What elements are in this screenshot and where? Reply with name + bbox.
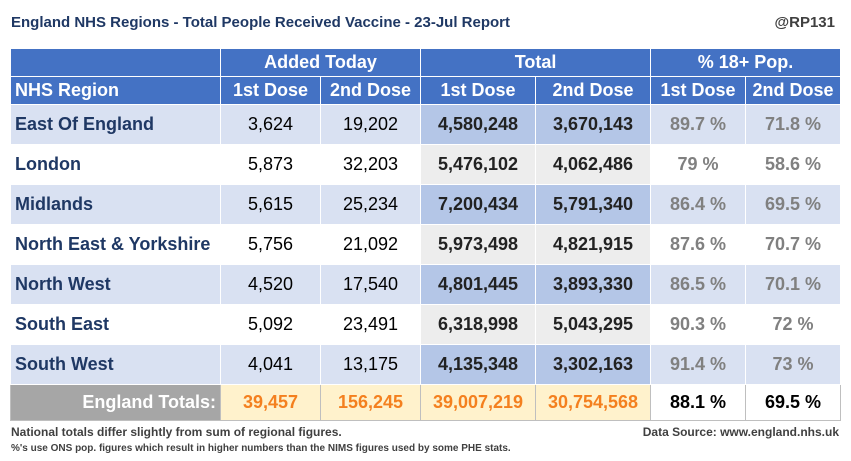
vaccine-table: Added Today Total % 18+ Pop. NHS Region … (10, 48, 842, 421)
region-name: North East & Yorkshire (10, 224, 221, 265)
pct-dose2: 73 % (745, 344, 842, 385)
added-dose2-header: 2nd Dose (319, 76, 422, 105)
pct-dose2: 70.1 % (745, 264, 842, 305)
pct-dose2: 72 % (745, 304, 842, 345)
footnote-ons: %'s use ONS pop. figures which result in… (11, 443, 511, 454)
added-dose1: 3,624 (220, 104, 321, 145)
region-name: North West (10, 264, 221, 305)
totals-added-dose1: 39,457 (220, 384, 321, 421)
totals-pct-dose2: 69.5 % (745, 384, 842, 421)
table-row: North West 4,520 17,540 4,801,445 3,893,… (10, 264, 842, 305)
pct-dose1: 86.5 % (650, 264, 747, 305)
totals-row: England Totals: 39,457 156,245 39,007,21… (10, 384, 842, 421)
pct-dose1: 91.4 % (650, 344, 747, 385)
group-header-row: Added Today Total % 18+ Pop. (10, 48, 842, 77)
total-dose2: 4,821,915 (535, 224, 652, 265)
footnote-totals: National totals differ slightly from sum… (11, 425, 342, 439)
pct-dose2: 71.8 % (745, 104, 842, 145)
pct-dose2-header: 2nd Dose (745, 76, 842, 105)
added-dose1-header: 1st Dose (220, 76, 321, 105)
pct-dose1: 87.6 % (650, 224, 747, 265)
added-dose1: 5,873 (220, 144, 321, 185)
totals-total-dose2: 30,754,568 (535, 384, 652, 421)
total-dose2: 5,043,295 (535, 304, 652, 345)
table-row: East Of England 3,624 19,202 4,580,248 3… (10, 104, 842, 145)
report-title: England NHS Regions - Total People Recei… (11, 14, 511, 31)
pct-pop-header: % 18+ Pop. (650, 48, 842, 77)
added-dose1: 5,615 (220, 184, 321, 225)
added-dose2: 21,092 (319, 224, 422, 265)
total-dose1: 7,200,434 (420, 184, 537, 225)
region-name: South East (10, 304, 221, 345)
totals-pct-dose1: 88.1 % (650, 384, 747, 421)
added-dose2: 19,202 (319, 104, 422, 145)
table-row: South West 4,041 13,175 4,135,348 3,302,… (10, 344, 842, 385)
table-row: Midlands 5,615 25,234 7,200,434 5,791,34… (10, 184, 842, 225)
added-dose2: 13,175 (319, 344, 422, 385)
data-source: Data Source: www.england.nhs.uk (642, 425, 839, 439)
pct-dose1: 89.7 % (650, 104, 747, 145)
table-row: South East 5,092 23,491 6,318,998 5,043,… (10, 304, 842, 345)
added-dose1: 5,092 (220, 304, 321, 345)
totals-total-dose1: 39,007,219 (420, 384, 537, 421)
group-header-blank (10, 48, 221, 77)
total-dose2: 5,791,340 (535, 184, 652, 225)
totals-label: England Totals: (10, 384, 221, 421)
region-name: East Of England (10, 104, 221, 145)
pct-dose1: 79 % (650, 144, 747, 185)
added-dose1: 4,520 (220, 264, 321, 305)
author-handle: @RP131 (774, 14, 836, 31)
total-dose2-header: 2nd Dose (535, 76, 652, 105)
added-dose2: 17,540 (319, 264, 422, 305)
total-dose2: 3,302,163 (535, 344, 652, 385)
added-dose1: 5,756 (220, 224, 321, 265)
total-dose1: 5,973,498 (420, 224, 537, 265)
totals-added-dose2: 156,245 (319, 384, 422, 421)
pct-dose1: 86.4 % (650, 184, 747, 225)
pct-dose2: 70.7 % (745, 224, 842, 265)
total-dose1: 4,135,348 (420, 344, 537, 385)
added-dose2: 23,491 (319, 304, 422, 345)
added-today-header: Added Today (219, 48, 422, 77)
total-dose1-header: 1st Dose (420, 76, 537, 105)
region-name: Midlands (10, 184, 221, 225)
added-dose2: 25,234 (319, 184, 422, 225)
total-dose1: 4,580,248 (420, 104, 537, 145)
total-dose1: 4,801,445 (420, 264, 537, 305)
total-dose1: 6,318,998 (420, 304, 537, 345)
total-dose2: 3,670,143 (535, 104, 652, 145)
total-header: Total (420, 48, 652, 77)
pct-dose1: 90.3 % (650, 304, 747, 345)
table-row: London 5,873 32,203 5,476,102 4,062,486 … (10, 144, 842, 185)
total-dose2: 3,893,330 (535, 264, 652, 305)
pct-dose1-header: 1st Dose (650, 76, 747, 105)
region-name: London (10, 144, 221, 185)
added-dose1: 4,041 (220, 344, 321, 385)
pct-dose2: 58.6 % (745, 144, 842, 185)
table-row: North East & Yorkshire 5,756 21,092 5,97… (10, 224, 842, 265)
region-name: South West (10, 344, 221, 385)
region-column-header: NHS Region (10, 76, 221, 105)
total-dose1: 5,476,102 (420, 144, 537, 185)
total-dose2: 4,062,486 (535, 144, 652, 185)
column-header-row: NHS Region 1st Dose 2nd Dose 1st Dose 2n… (10, 76, 842, 105)
pct-dose2: 69.5 % (745, 184, 842, 225)
added-dose2: 32,203 (319, 144, 422, 185)
